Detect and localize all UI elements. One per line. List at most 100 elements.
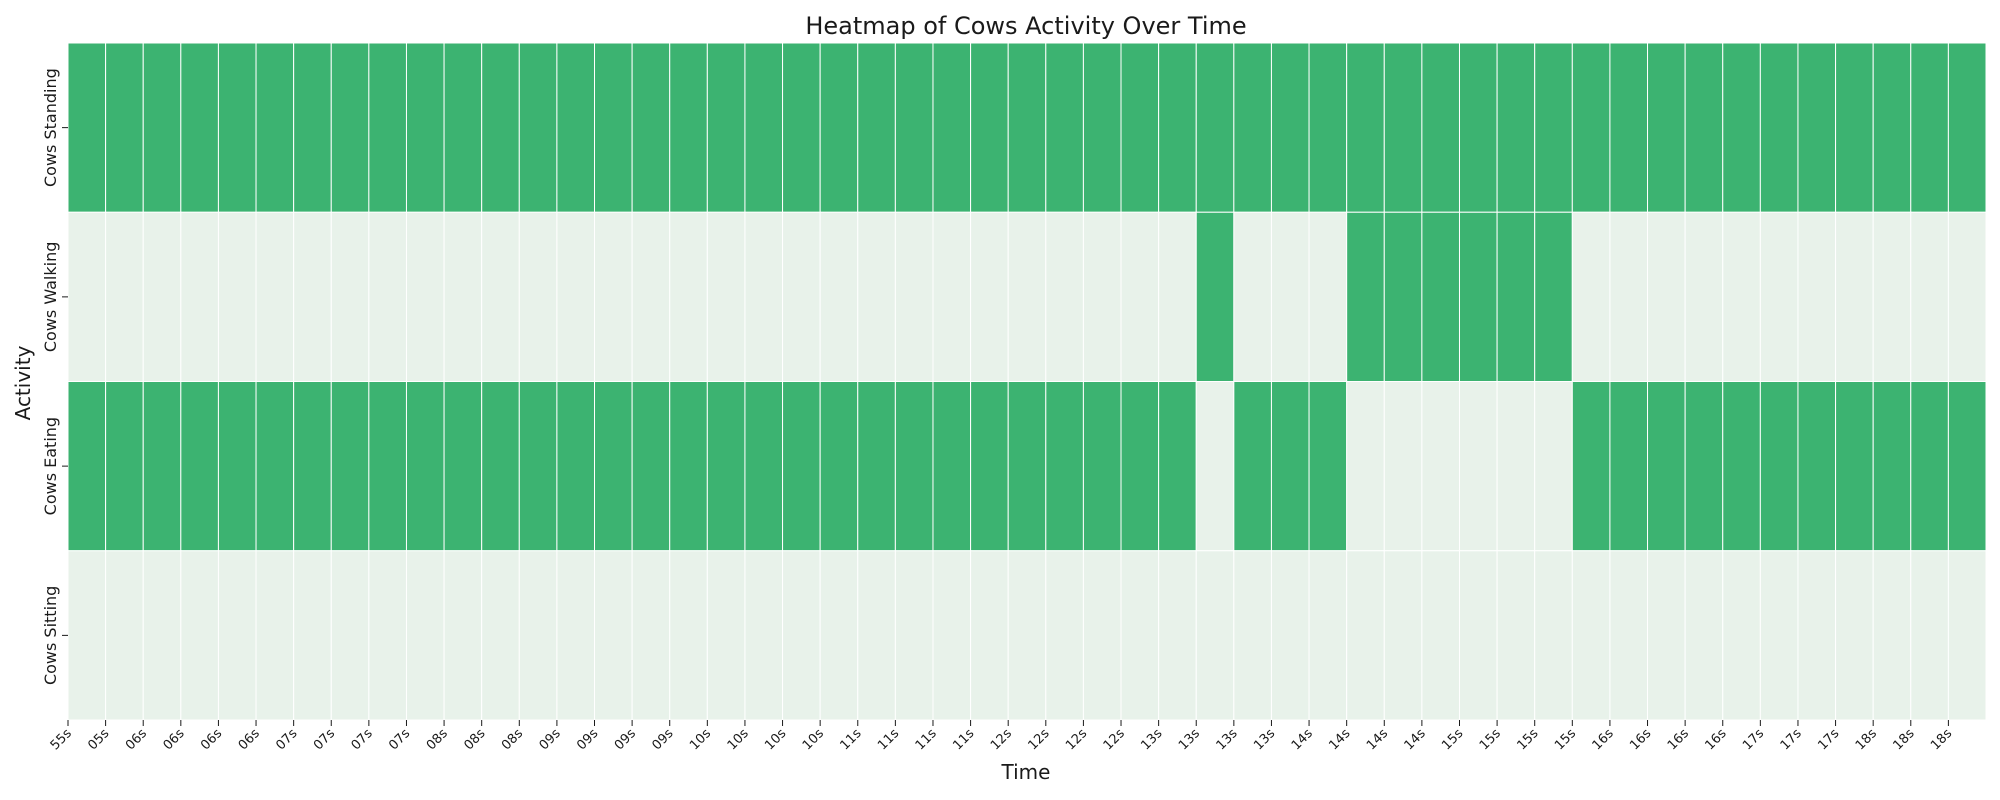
heatmap-cell <box>1835 211 1874 382</box>
heatmap-cell <box>481 211 520 382</box>
heatmap-cell <box>1421 381 1460 552</box>
heatmap-cell <box>1270 42 1310 213</box>
x-tick-label: 10s <box>725 726 752 753</box>
heatmap-cell <box>1534 550 1573 721</box>
heatmap-cell <box>1797 550 1837 721</box>
x-tick-label: 14s <box>1402 726 1429 753</box>
heatmap-cell <box>1496 381 1536 552</box>
heatmap-cell <box>142 42 182 213</box>
heatmap-cell <box>1270 550 1310 721</box>
y-tick-label: Cows Sitting <box>41 586 60 685</box>
heatmap-cell <box>932 381 972 552</box>
heatmap-cell <box>1195 381 1235 552</box>
y-tick-label: Cows Standing <box>41 68 60 187</box>
heatmap-cell <box>1308 381 1348 552</box>
x-tick-label: 16s <box>1702 726 1729 753</box>
heatmap-cell <box>1158 211 1197 382</box>
x-tick-label: 18s <box>1853 726 1880 753</box>
heatmap-cell <box>669 42 708 213</box>
heatmap-cell <box>405 381 445 552</box>
heatmap-cell <box>706 550 746 721</box>
heatmap-cell <box>481 550 520 721</box>
x-tick-label: 11s <box>837 726 864 753</box>
heatmap-cell <box>594 550 633 721</box>
heatmap-cell <box>857 211 896 382</box>
heatmap-cell <box>180 42 219 213</box>
x-tick-label: 14s <box>1326 726 1353 753</box>
heatmap-cell <box>1120 550 1160 721</box>
x-tick-label: 06s <box>236 726 263 753</box>
heatmap-cell <box>1722 381 1761 552</box>
heatmap-cell <box>1571 42 1611 213</box>
heatmap-cell <box>1947 42 1987 213</box>
heatmap-cell <box>481 381 520 552</box>
x-tick-label: 17s <box>1815 726 1842 753</box>
heatmap-cell <box>782 211 821 382</box>
heatmap-cell <box>1007 211 1047 382</box>
heatmap-cell <box>1609 550 1649 721</box>
heatmap-cell <box>1947 211 1987 382</box>
heatmap-cell <box>255 211 295 382</box>
heatmap-cell <box>1383 42 1423 213</box>
heatmap-cell <box>330 211 370 382</box>
heatmap-cell <box>1233 550 1272 721</box>
heatmap-cell <box>819 550 859 721</box>
x-tick-label: 06s <box>198 726 225 753</box>
x-tick-label: 12s <box>1026 726 1053 753</box>
heatmap-cell <box>1571 550 1611 721</box>
heatmap-cell <box>1647 42 1686 213</box>
x-tick-label: 15s <box>1514 726 1541 753</box>
heatmap-cell <box>217 211 257 382</box>
heatmap-cell <box>1759 550 1799 721</box>
heatmap-cell <box>1684 211 1724 382</box>
heatmap-cell <box>518 550 558 721</box>
heatmap-cell <box>1496 550 1536 721</box>
heatmap-cell <box>1872 550 1912 721</box>
x-tick-label: 11s <box>913 726 940 753</box>
heatmap-cell <box>1947 550 1987 721</box>
x-tick-label: 10s <box>687 726 714 753</box>
heatmap-cell <box>1458 550 1498 721</box>
heatmap-cell <box>819 211 859 382</box>
y-tick-label: Cows Walking <box>41 242 60 353</box>
heatmap-cell <box>594 42 633 213</box>
heatmap-cell <box>443 42 483 213</box>
heatmap-cell <box>142 550 182 721</box>
x-tick-label: 09s <box>574 726 601 753</box>
x-tick-label: 18s <box>1928 726 1955 753</box>
heatmap-cell <box>1609 211 1649 382</box>
heatmap-cell <box>1082 211 1122 382</box>
x-tick-label: 07s <box>273 726 300 753</box>
x-tick-label: 12s <box>988 726 1015 753</box>
heatmap-cell <box>518 211 558 382</box>
heatmap-cell <box>1421 42 1460 213</box>
heatmap-cell <box>1082 550 1122 721</box>
heatmap-cell <box>669 211 708 382</box>
x-tick-label: 14s <box>1289 726 1316 753</box>
heatmap-cell <box>405 211 445 382</box>
heatmap-cell <box>1007 550 1047 721</box>
heatmap-cell <box>1835 42 1874 213</box>
heatmap-cell <box>330 381 370 552</box>
x-tick-label: 55s <box>48 726 75 753</box>
heatmap-cell <box>631 381 671 552</box>
heatmap-cell <box>1383 381 1423 552</box>
heatmap-cell <box>1496 211 1536 382</box>
heatmap-cell <box>1609 42 1649 213</box>
heatmap-cell <box>217 550 257 721</box>
heatmap-cell <box>1458 381 1498 552</box>
x-axis-ticks: 55s 05s 06s 06s 06s 06s 07s 07s 07s 07s 08s 08s 08s 0… <box>48 720 1955 753</box>
heatmap-cell <box>556 211 596 382</box>
heatmap-cell <box>706 211 746 382</box>
heatmap-cell <box>819 42 859 213</box>
heatmap-cell <box>1233 42 1272 213</box>
x-tick-label: 15s <box>1439 726 1466 753</box>
x-tick-label: 18s <box>1891 726 1918 753</box>
heatmap-cell <box>180 211 219 382</box>
heatmap-cell <box>1647 550 1686 721</box>
x-tick-label: 16s <box>1627 726 1654 753</box>
heatmap-cell <box>1910 42 1949 213</box>
heatmap-cell <box>1195 550 1235 721</box>
x-tick-label: 05s <box>85 726 112 753</box>
heatmap-cell <box>819 381 859 552</box>
